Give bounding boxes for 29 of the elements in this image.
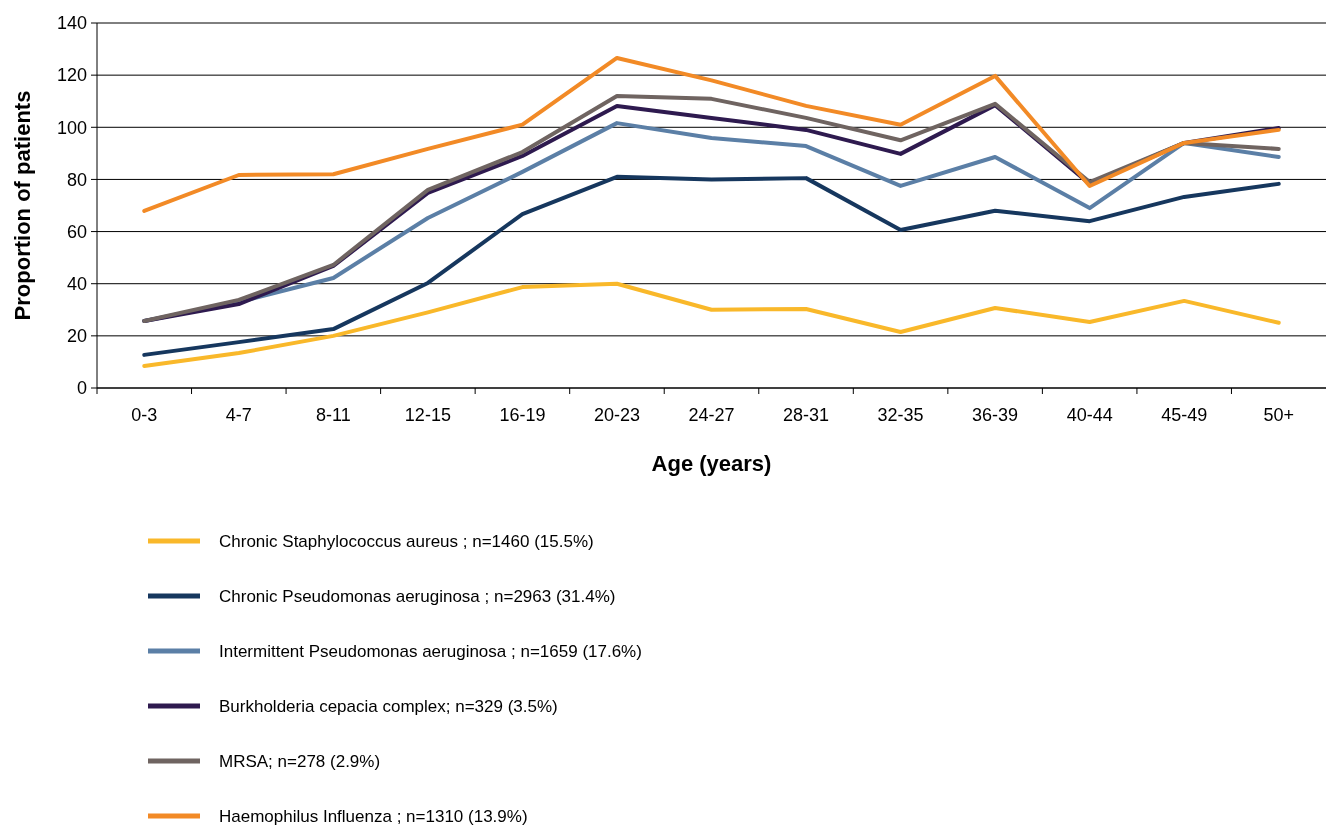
y-tick-label: 140 (56, 13, 87, 34)
x-tick-label: 20-23 (593, 405, 640, 425)
y-tick-label: 40 (66, 274, 87, 295)
y-tick-label: 80 (66, 169, 87, 190)
y-tick-label: 100 (56, 117, 87, 138)
x-tick-label: 8-11 (315, 405, 351, 425)
x-tick-label: 4-7 (225, 405, 252, 425)
x-axis-title: Age (years) (651, 451, 772, 476)
y-tick-label: 120 (56, 65, 87, 86)
x-tick-label: 32-35 (877, 405, 924, 425)
legend-label: MRSA; n=278 (2.9%) (219, 751, 381, 771)
legend-label: Chronic Pseudomonas aeruginosa ; n=2963 (31.4%) (219, 586, 616, 606)
x-tick-label: 50+ (1263, 405, 1294, 425)
x-tick-label: 24-27 (688, 405, 735, 425)
x-tick-label: 16-19 (499, 405, 546, 425)
legend-label: Burkholderia cepacia complex; n=329 (3.5%) (219, 696, 558, 716)
y-axis-title: Proportion of patients (10, 90, 35, 321)
legend-label: Intermittent Pseudomonas aeruginosa ; n=1659 (17.6%) (219, 641, 642, 661)
x-tick-label: 0-3 (131, 405, 158, 425)
x-tick-label: 40-44 (1066, 405, 1113, 425)
x-tick-label: 36-39 (972, 405, 1019, 425)
x-tick-label: 45-49 (1161, 405, 1208, 425)
x-tick-label: 12-15 (404, 405, 451, 425)
y-tick-label: 20 (66, 326, 87, 347)
y-tick-label: 60 (66, 221, 87, 242)
legend-label: Chronic Staphylococcus aureus ; n=1460 (15.5%) (219, 531, 594, 551)
y-tick-label: 0 (76, 378, 87, 399)
x-tick-label: 28-31 (783, 405, 830, 425)
legend-label: Haemophilus Influenza ; n=1310 (13.9%) (219, 806, 528, 826)
